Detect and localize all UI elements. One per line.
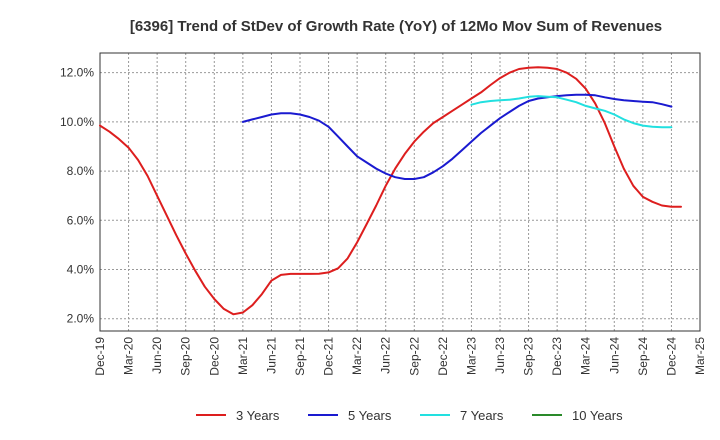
chart-title: [6396] Trend of StDev of Growth Rate (Yo… <box>130 18 662 35</box>
x-tick-label: Dec-22 <box>436 337 450 376</box>
series-line-5-years <box>241 93 673 180</box>
x-tick-label: Jun-24 <box>607 337 621 374</box>
grid-lines <box>99 53 701 331</box>
x-tick-label: Sep-21 <box>293 337 307 376</box>
legend-label-10-years: 10 Years <box>572 408 623 423</box>
y-tick-label: 12.0% <box>60 66 94 80</box>
x-tick-label: Mar-22 <box>350 337 364 375</box>
x-tick-label: Mar-20 <box>122 337 136 375</box>
legend-label-3-years: 3 Years <box>236 408 280 423</box>
y-tick-label: 2.0% <box>67 312 95 326</box>
legend-label-7-years: 7 Years <box>460 408 504 423</box>
legend-label-5-years: 5 Years <box>348 408 392 423</box>
x-tick-label: Sep-20 <box>179 337 193 376</box>
x-tick-label: Dec-24 <box>664 337 678 376</box>
y-tick-label: 6.0% <box>67 213 95 227</box>
x-tick-label: Dec-21 <box>322 337 336 376</box>
x-tick-label: Mar-23 <box>464 337 478 375</box>
y-tick-label: 8.0% <box>67 164 95 178</box>
x-tick-label: Mar-25 <box>693 337 707 375</box>
legend: 3 Years 5 Years 7 Years 10 Years <box>196 408 623 423</box>
x-tick-label: Mar-21 <box>236 337 250 375</box>
x-tick-label: Sep-23 <box>522 337 536 376</box>
x-tick-label: Dec-23 <box>550 337 564 376</box>
x-tick-label: Jun-21 <box>264 337 278 374</box>
x-tick-label: Jun-22 <box>379 337 393 374</box>
x-tick-label: Mar-24 <box>579 337 593 375</box>
x-tick-label: Sep-22 <box>407 337 421 376</box>
plot-area <box>99 52 701 332</box>
y-tick-label: 10.0% <box>60 115 94 129</box>
y-tick-label: 4.0% <box>67 262 95 276</box>
series-line-7-years <box>470 95 673 129</box>
x-tick-label: Jun-23 <box>493 337 507 374</box>
x-axis-tick-labels: Dec-19 Mar-20 Jun-20 Sep-20 Dec-20 Mar-21 Jun-… <box>93 337 707 376</box>
x-tick-label: Sep-24 <box>636 337 650 376</box>
x-tick-label: Dec-19 <box>93 337 107 376</box>
series-lines <box>99 66 682 316</box>
series-line-3-years <box>99 66 682 316</box>
x-tick-label: Jun-20 <box>150 337 164 374</box>
x-tick-label: Dec-20 <box>207 337 221 376</box>
y-axis-tick-labels: 2.0% 4.0% 6.0% 8.0% 10.0% 12.0% <box>60 66 94 326</box>
